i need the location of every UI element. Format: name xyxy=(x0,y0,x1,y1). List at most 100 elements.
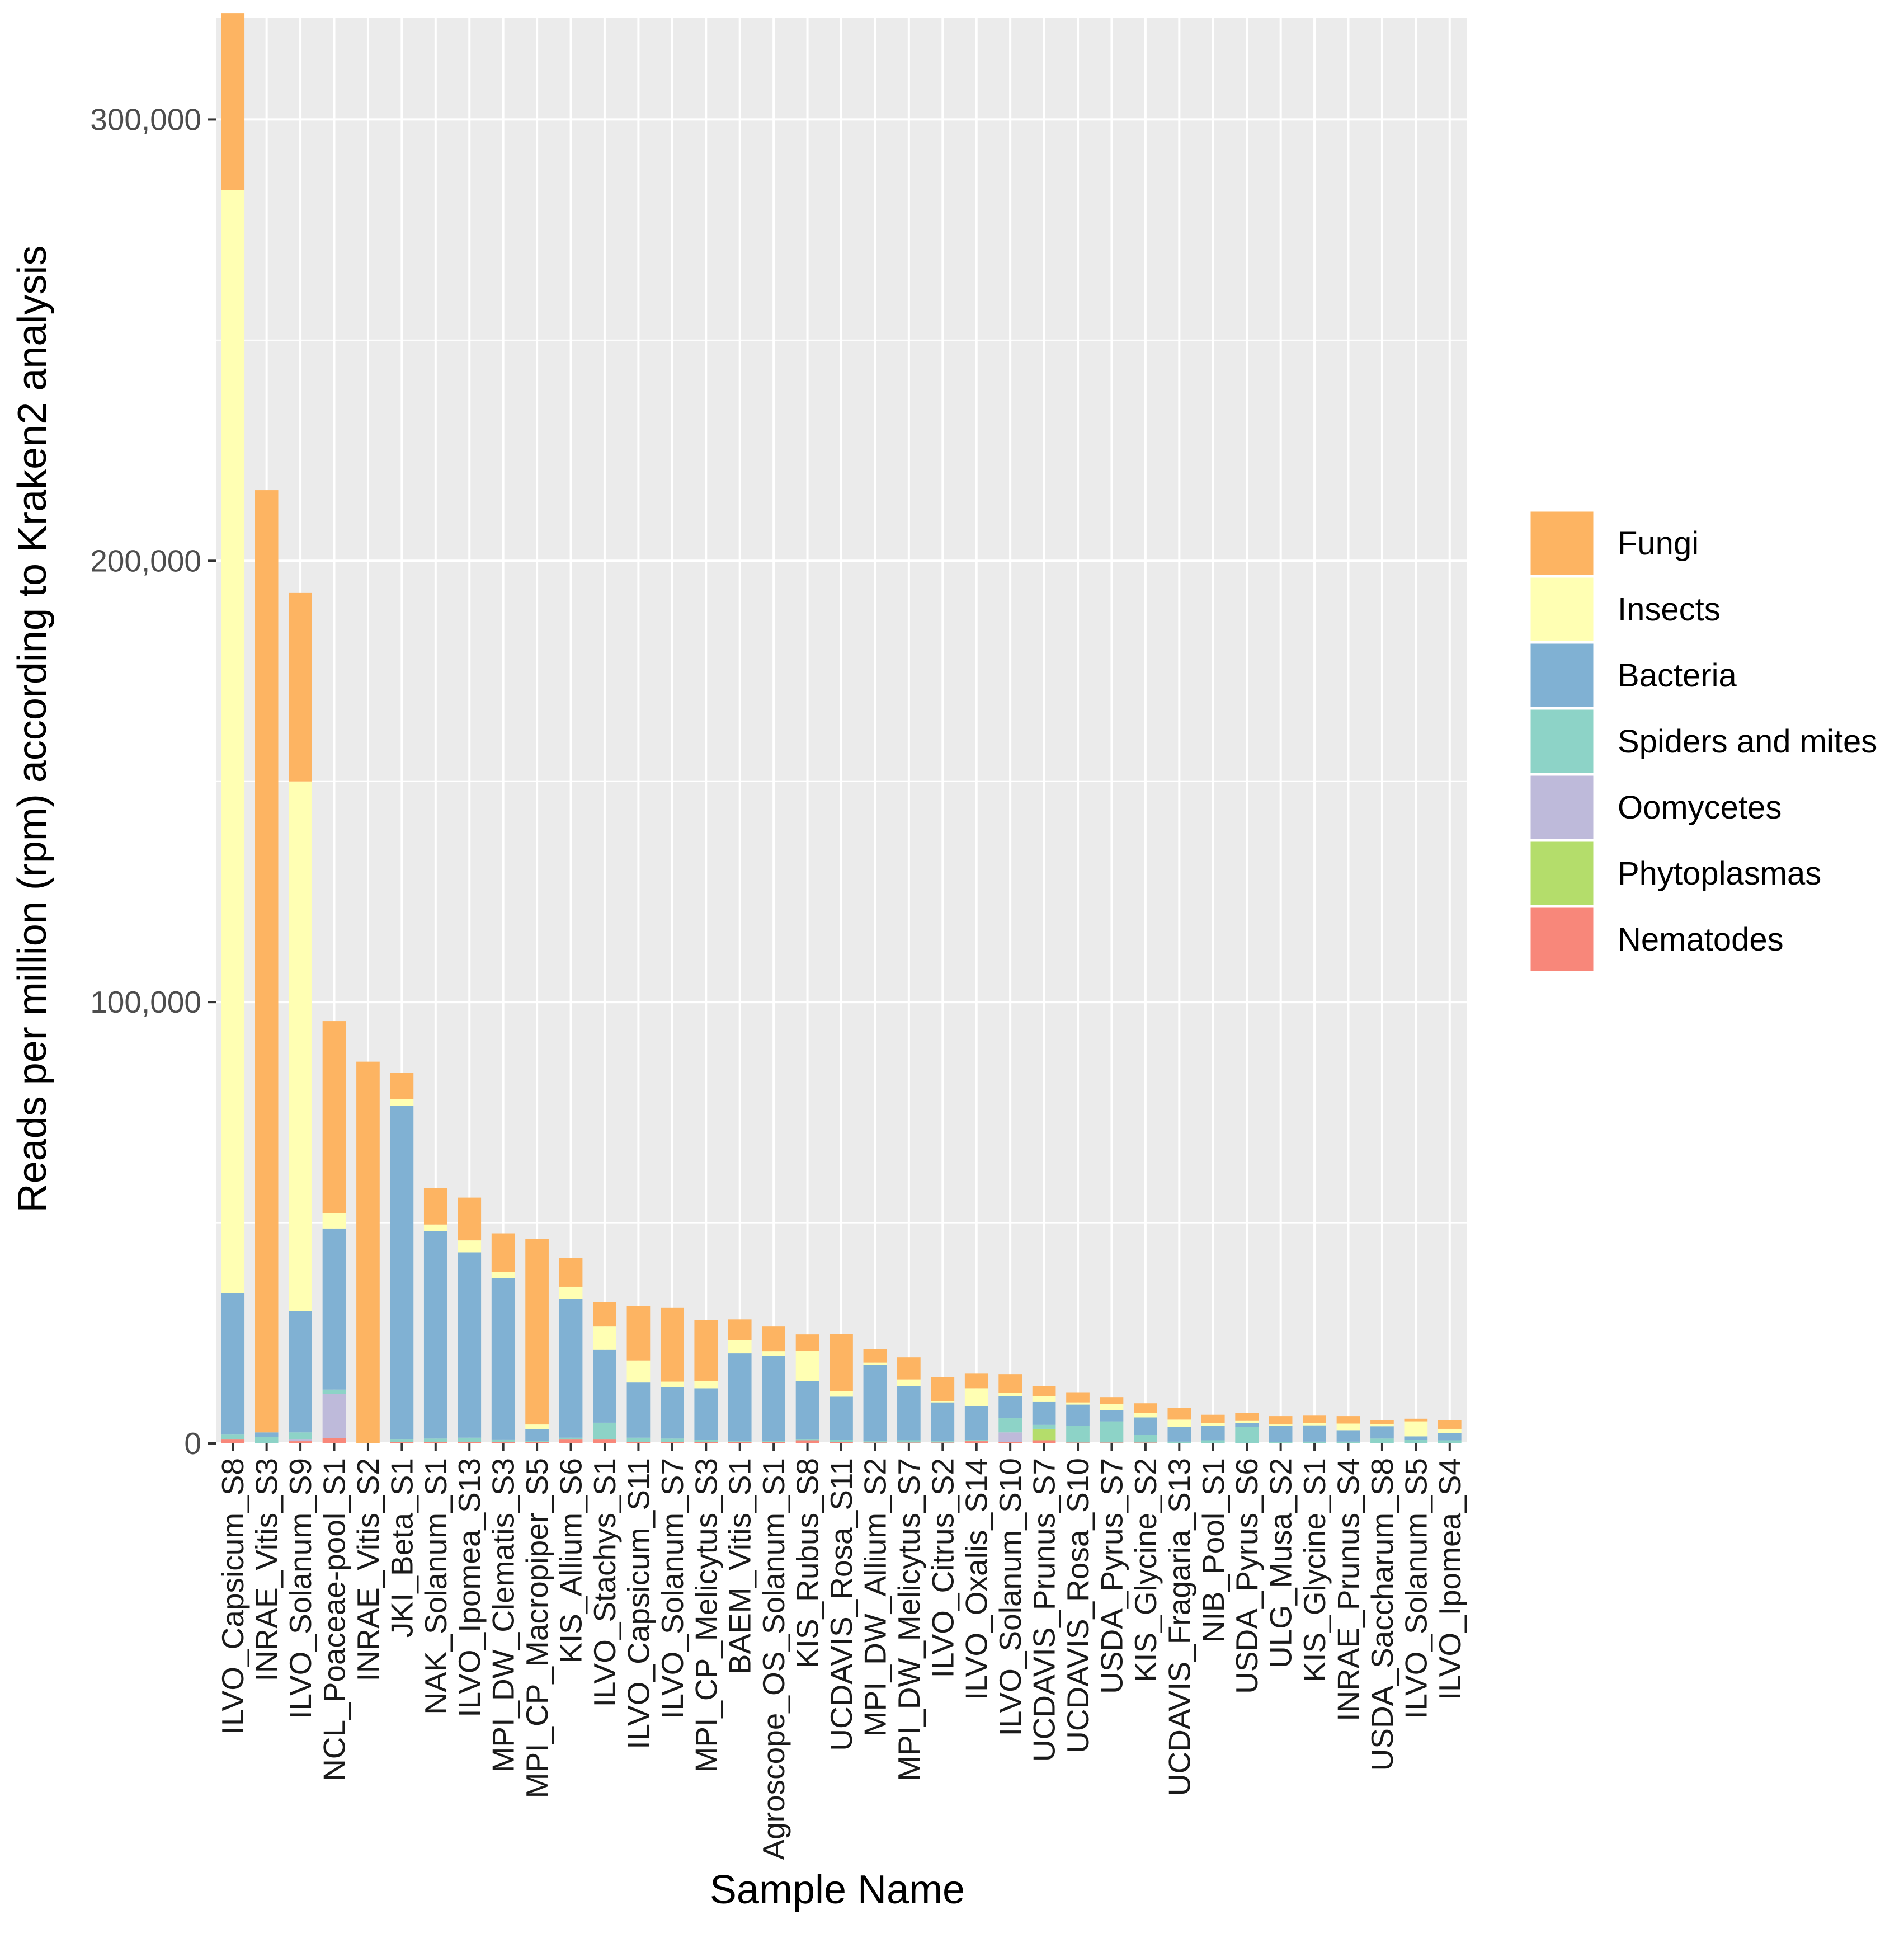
bar-segment-fungi xyxy=(830,1334,853,1391)
bar-segment-insects xyxy=(1404,1421,1428,1437)
x-tick-label: JKI_Beta_S1 xyxy=(384,1458,419,1638)
bar-segment-fungi xyxy=(593,1302,616,1327)
bar-segment-fungi xyxy=(423,1188,447,1225)
bar-segment-bacteria xyxy=(1066,1404,1090,1426)
bar-segment-nematodes xyxy=(863,1442,887,1443)
bar-segment-bacteria xyxy=(1134,1417,1157,1436)
bar-segment-spiders-and-mites xyxy=(1134,1435,1157,1443)
bar-segment-spiders-and-mites xyxy=(830,1440,853,1442)
bar-segment-fungi xyxy=(626,1306,651,1361)
bar-segment-fungi xyxy=(390,1073,414,1099)
bar-segment-bacteria xyxy=(289,1311,312,1433)
bar-segment-nematodes xyxy=(998,1442,1022,1443)
bar-segment-bacteria xyxy=(998,1396,1022,1419)
legend-label: Bacteria xyxy=(1618,657,1737,694)
legend-key-oomycetes xyxy=(1529,774,1595,841)
bar-segment-bacteria xyxy=(423,1231,447,1439)
bar-segment-spiders-and-mites xyxy=(795,1439,819,1441)
bar-segment-nematodes xyxy=(1134,1442,1157,1443)
x-tick-label: ILVO_Solanum_S10 xyxy=(993,1458,1028,1736)
bar-segment-nematodes xyxy=(897,1442,921,1443)
bar-segment-nematodes xyxy=(423,1442,447,1443)
x-tick-label: ULG_Musa_S2 xyxy=(1264,1458,1298,1668)
bar-segment-fungi xyxy=(1134,1403,1157,1413)
bar-segment-nematodes xyxy=(322,1438,346,1443)
bar-segment-fungi xyxy=(1336,1416,1360,1424)
x-tick-label: UCDAVIS_Rosa_S10 xyxy=(1061,1458,1095,1753)
bar-segment-insects xyxy=(1336,1423,1360,1431)
bar-segment-bacteria xyxy=(221,1293,245,1435)
bar-segment-fungi xyxy=(1032,1386,1056,1396)
x-tick-label: Agroscope_OS_Solanum_S1 xyxy=(756,1458,791,1860)
x-tick-label: USDA_Pyrus_S7 xyxy=(1094,1458,1129,1694)
bar-segment-bacteria xyxy=(1032,1401,1056,1425)
x-tick-label: ILVO_Ipomea_S4 xyxy=(1432,1458,1467,1700)
x-axis-title: Sample Name xyxy=(710,1868,965,1912)
bar-segment-insects xyxy=(559,1286,583,1299)
bar-segment-insects xyxy=(458,1240,482,1253)
bar-segment-insects xyxy=(1201,1423,1225,1426)
bar-segment-insects xyxy=(1269,1424,1293,1426)
legend-key-fungi xyxy=(1529,510,1595,577)
bar-segment-fungi xyxy=(525,1239,549,1425)
bar-segment-bacteria xyxy=(694,1388,718,1440)
bar-segment-insects xyxy=(998,1393,1022,1396)
bar-segment-fungi xyxy=(559,1258,583,1287)
bar-segment-spiders-and-mites xyxy=(458,1437,482,1442)
bar-segment-insects xyxy=(694,1380,718,1389)
bar-segment-insects xyxy=(1370,1424,1394,1427)
bar-segment-insects xyxy=(221,190,245,1293)
bar-segment-insects xyxy=(728,1340,752,1354)
bar-segment-bacteria xyxy=(931,1402,955,1442)
bar-segment-fungi xyxy=(728,1319,752,1340)
legend-label: Oomycetes xyxy=(1618,789,1782,826)
x-tick-label: INRAE_Vitis_S2 xyxy=(351,1458,385,1681)
bar-segment-phytoplasmas xyxy=(1032,1428,1056,1441)
bar-segment-insects xyxy=(1066,1402,1090,1405)
bar-segment-fungi xyxy=(1201,1414,1225,1423)
bar-segment-nematodes xyxy=(762,1442,785,1443)
x-tick-label: UCDAVIS_Fragaria_S13 xyxy=(1162,1458,1196,1796)
bar-segment-insects xyxy=(525,1424,549,1429)
legend-key-bacteria xyxy=(1529,642,1595,709)
bar-segment-insects xyxy=(795,1351,819,1381)
x-tick-label: ILVO_Oxalis_S14 xyxy=(959,1458,994,1700)
y-axis: 0 100,000 200,000 300,000 xyxy=(90,102,216,1461)
bar-segment-nematodes xyxy=(593,1439,616,1443)
bar-segment-fungi xyxy=(998,1374,1022,1393)
bar-segment-insects xyxy=(593,1326,616,1350)
bar-segment-fungi xyxy=(1235,1413,1259,1421)
bar-segment-spiders-and-mites xyxy=(559,1437,583,1440)
bar-segment-bacteria xyxy=(964,1405,988,1440)
bar-segment-spiders-and-mites xyxy=(1404,1440,1428,1443)
bar-segment-spiders-and-mites xyxy=(593,1422,616,1440)
bar-segment-spiders-and-mites xyxy=(897,1440,921,1443)
bar-segment-spiders-and-mites xyxy=(1438,1440,1462,1443)
bar-segment-fungi xyxy=(1438,1420,1462,1429)
legend-key-insects xyxy=(1529,576,1595,643)
bar-segment-nematodes xyxy=(694,1442,718,1443)
bar-segment-spiders-and-mites xyxy=(1269,1442,1293,1443)
bar-segment-nematodes xyxy=(830,1442,853,1443)
bar-segment-bacteria xyxy=(795,1380,819,1440)
bar-segment-fungi xyxy=(897,1357,921,1380)
legend-label: Fungi xyxy=(1618,525,1699,562)
bar-segment-spiders-and-mites xyxy=(221,1434,245,1440)
x-tick-label: UCDAVIS_Rosa_S11 xyxy=(824,1458,859,1751)
bar-segment-spiders-and-mites xyxy=(1336,1441,1360,1443)
legend-key-spiders-and-mites xyxy=(1529,708,1595,775)
bar-segment-spiders-and-mites xyxy=(660,1438,684,1442)
bar-segment-nematodes xyxy=(964,1441,988,1443)
x-tick-label: KIS_Allium_S6 xyxy=(554,1458,588,1663)
x-tick-label: ILVO_Capsicum_S11 xyxy=(621,1458,656,1749)
x-tick-label: KIS_Rubus_S8 xyxy=(790,1458,825,1668)
bar-segment-insects xyxy=(1032,1396,1056,1402)
bar-segment-fungi xyxy=(931,1377,955,1401)
legend-label: Insects xyxy=(1618,591,1721,628)
bar-segment-bacteria xyxy=(1269,1426,1293,1442)
x-tick-label: MPI_CP_Macropiper_S5 xyxy=(520,1458,554,1798)
legend-label: Phytoplasmas xyxy=(1618,855,1821,892)
bar-segment-fungi xyxy=(322,1021,346,1213)
bar-segment-bacteria xyxy=(830,1396,853,1440)
legend-key-phytoplasmas xyxy=(1529,840,1595,907)
